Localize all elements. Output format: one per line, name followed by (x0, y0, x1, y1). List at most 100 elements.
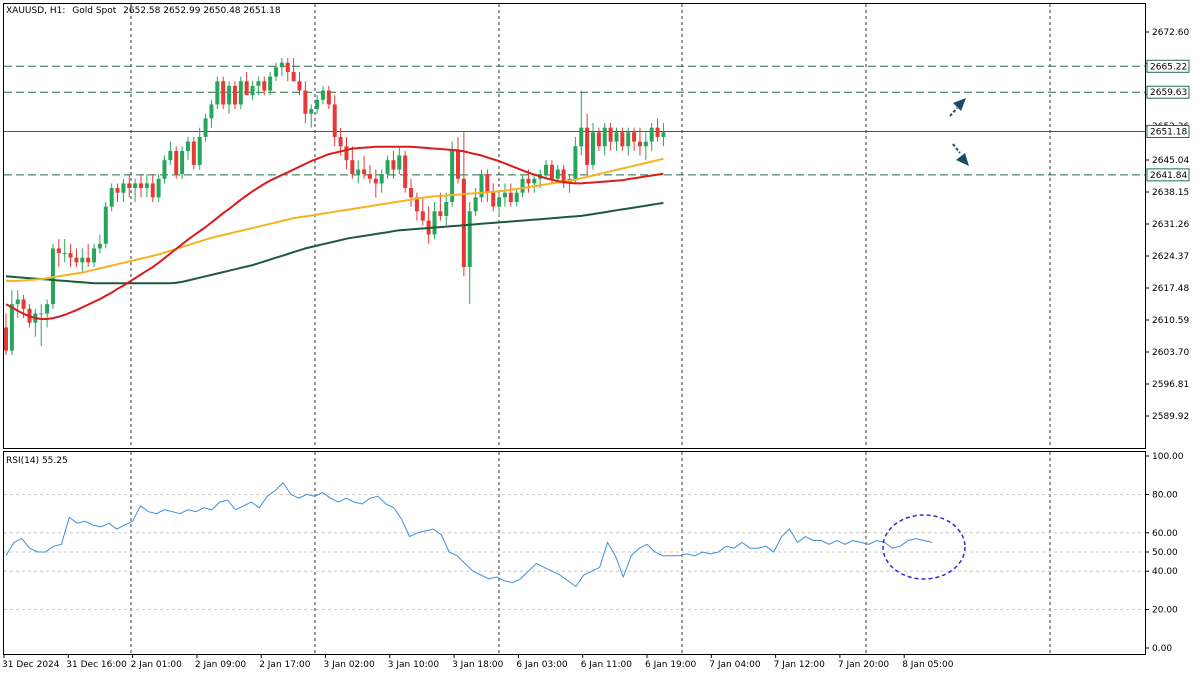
candle (497, 192, 502, 216)
rsi-tick-label: 0.00 (1152, 644, 1172, 654)
candle (303, 81, 308, 124)
candle (209, 99, 214, 128)
candle (180, 146, 185, 179)
candle (9, 290, 14, 356)
price-tick-label: 2610.59 (1152, 316, 1189, 326)
rsi-tick-label: 20.00 (1152, 606, 1178, 616)
candle (502, 183, 507, 207)
candle (643, 132, 648, 161)
candle (514, 188, 519, 207)
resistance-1-label: 2659.63 (1146, 85, 1190, 99)
candle (232, 81, 237, 110)
candle (139, 174, 144, 198)
candle (426, 206, 431, 244)
candle (215, 76, 220, 110)
candle (56, 239, 61, 268)
rsi-tick-label: 60.00 (1152, 529, 1178, 539)
candle (491, 183, 496, 212)
price-tick-label: 2638.15 (1152, 188, 1189, 198)
price-tick-label: 2645.04 (1152, 156, 1189, 166)
candle (332, 95, 337, 147)
candle (326, 85, 331, 110)
vertical-grid (130, 4, 1051, 654)
candle (320, 85, 325, 105)
candle (262, 76, 267, 96)
price-level-labels: 2665.22 2659.63 2651.18 2641.84 (1146, 59, 1190, 182)
candle (33, 308, 38, 337)
candle (4, 313, 8, 356)
candle (121, 178, 126, 202)
candle (356, 160, 361, 184)
candle (109, 183, 114, 212)
candle (127, 174, 132, 198)
rsi-tick-label: 100.00 (1152, 452, 1184, 462)
candle (315, 95, 320, 114)
candle (655, 118, 660, 142)
candle (133, 178, 138, 202)
candle (144, 174, 149, 198)
candle (397, 146, 402, 175)
candle (461, 132, 466, 277)
candle (661, 123, 666, 147)
candle (274, 62, 279, 82)
candle (544, 160, 549, 179)
candle (150, 174, 155, 202)
candle (591, 123, 595, 170)
candle (620, 127, 625, 151)
candle (256, 76, 261, 96)
resistance-2-label: 2665.22 (1146, 59, 1190, 73)
rsi-highlight-circle (882, 514, 966, 580)
candle (221, 76, 226, 110)
candle (86, 243, 91, 268)
candle (250, 81, 255, 100)
price-tick-label: 2589.92 (1152, 412, 1189, 422)
candle (409, 178, 414, 207)
down-arrow-icon (952, 143, 969, 166)
price-tick-label: 2603.70 (1152, 348, 1189, 358)
ma-mid-line (6, 157, 664, 282)
candle (80, 248, 85, 272)
candle (309, 104, 314, 128)
candle (45, 299, 50, 328)
candle (185, 136, 190, 161)
candle (520, 174, 525, 198)
time-tick-label: 6 Jan 03:00 (516, 660, 568, 670)
price-tick-label: 2596.81 (1152, 380, 1189, 390)
time-tick-label: 7 Jan 04:00 (709, 660, 761, 670)
time-axis: 31 Dec 2024 31 Dec 16:00 2 Jan 01:00 2 Jan … (2, 654, 954, 670)
chart-header: XAUUSD, H1: Gold Spot 2652.58 2652.99 26… (6, 6, 281, 16)
candle (626, 127, 631, 156)
svg-text:2665.22: 2665.22 (1150, 62, 1187, 72)
candle (585, 113, 590, 175)
candle (238, 76, 243, 110)
candle (103, 201, 108, 249)
candle (68, 243, 73, 268)
time-tick-label: 3 Jan 10:00 (388, 660, 440, 670)
rsi-tick-label: 50.00 (1152, 548, 1178, 558)
candle (168, 141, 173, 165)
candle (362, 155, 367, 179)
candle (279, 58, 284, 77)
candle (367, 164, 372, 184)
candle (455, 136, 460, 184)
time-tick-label: 3 Jan 02:00 (324, 660, 376, 670)
rsi-tick-label: 40.00 (1152, 567, 1178, 577)
candle (156, 174, 161, 202)
candle (92, 243, 97, 268)
time-tick-label: 8 Jan 05:00 (902, 660, 954, 670)
candle (561, 164, 566, 189)
candle (39, 304, 44, 346)
candle (197, 127, 202, 170)
time-tick-label: 2 Jan 09:00 (195, 660, 247, 670)
candle (285, 58, 290, 82)
candle (227, 81, 232, 114)
candle (203, 113, 208, 142)
candle (379, 169, 384, 193)
candle (444, 192, 449, 226)
svg-text:2641.84: 2641.84 (1150, 171, 1187, 181)
price-tick-label: 2624.37 (1152, 252, 1189, 262)
rsi-grid (4, 493, 1145, 610)
current-price-label: 2651.18 (1146, 124, 1190, 138)
time-tick-label: 6 Jan 19:00 (645, 660, 697, 670)
candle (432, 201, 437, 240)
